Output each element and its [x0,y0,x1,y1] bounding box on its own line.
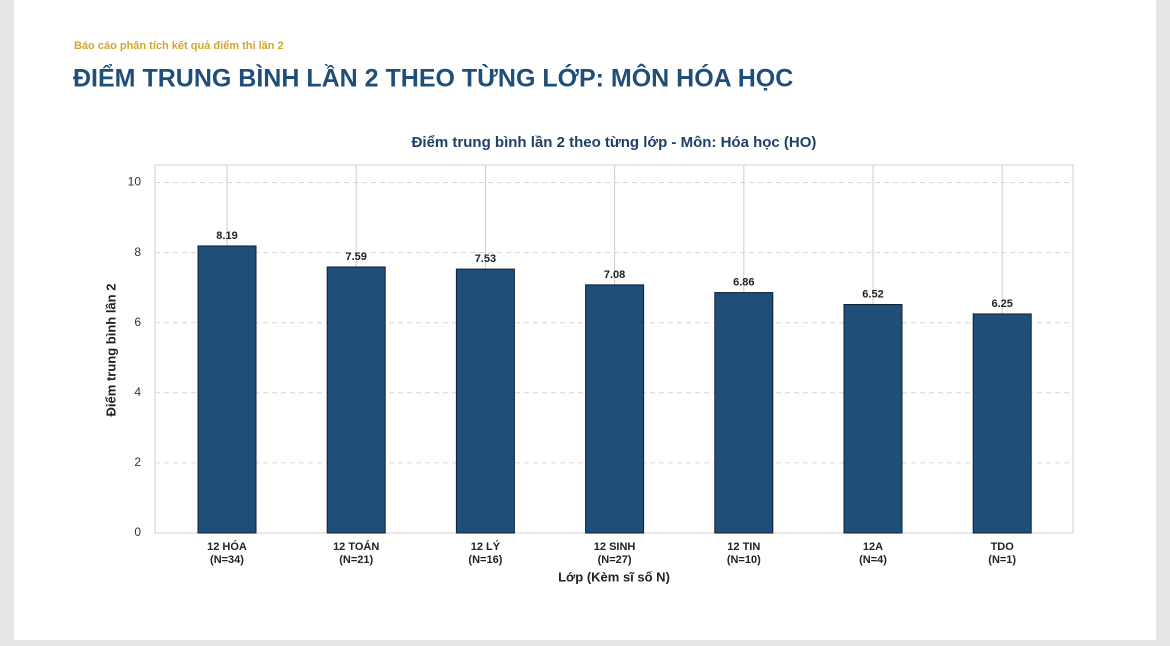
x-tick-label: 12A [863,541,883,553]
value-label: 6.86 [733,276,754,288]
value-label: 7.08 [604,269,625,281]
x-tick-label: 12 LÝ [471,540,501,553]
bar [197,245,257,534]
x-tick-sublabel: (N=10) [727,554,761,566]
bar [326,266,386,534]
bar [585,284,645,534]
page-title: ĐIỂM TRUNG BÌNH LẦN 2 THEO TỪNG LỚP: MÔN… [73,63,793,93]
value-label: 7.53 [475,253,496,265]
y-tick-label: 4 [134,385,141,399]
x-tick-sublabel: (N=1) [988,554,1016,566]
x-tick-label: 12 TIN [727,541,760,553]
bar [455,268,515,534]
y-tick-label: 0 [134,525,141,539]
x-tick-label: 12 HÓA [207,540,247,553]
report-subtitle: Báo cáo phân tích kết quả điểm thi lần 2 [74,40,284,52]
y-axis-title: Điểm trung bình lần 2 [103,284,118,417]
value-label: 6.52 [862,288,883,300]
x-axis-title: Lớp (Kèm sĩ số N) [558,569,670,584]
chart-title: Điểm trung bình lần 2 theo từng lớp - Mô… [412,134,817,151]
x-tick-label: 12 SINH [594,541,636,553]
y-tick-label: 2 [134,455,141,469]
value-label: 7.59 [345,251,366,263]
bar [972,313,1032,534]
x-tick-sublabel: (N=4) [859,554,887,566]
x-tick-sublabel: (N=16) [468,554,502,566]
x-tick-sublabel: (N=27) [598,554,632,566]
x-tick-sublabel: (N=21) [339,554,373,566]
value-label: 8.19 [216,230,237,242]
bar [714,292,774,534]
x-tick-sublabel: (N=34) [210,554,244,566]
y-tick-label: 8 [134,245,141,259]
x-tick-label: 12 TOÁN [333,540,379,553]
value-label: 6.25 [991,298,1012,310]
y-tick-label: 10 [128,175,142,189]
x-tick-label: TDO [991,541,1015,553]
bar [843,303,903,534]
y-tick-label: 6 [134,315,141,329]
